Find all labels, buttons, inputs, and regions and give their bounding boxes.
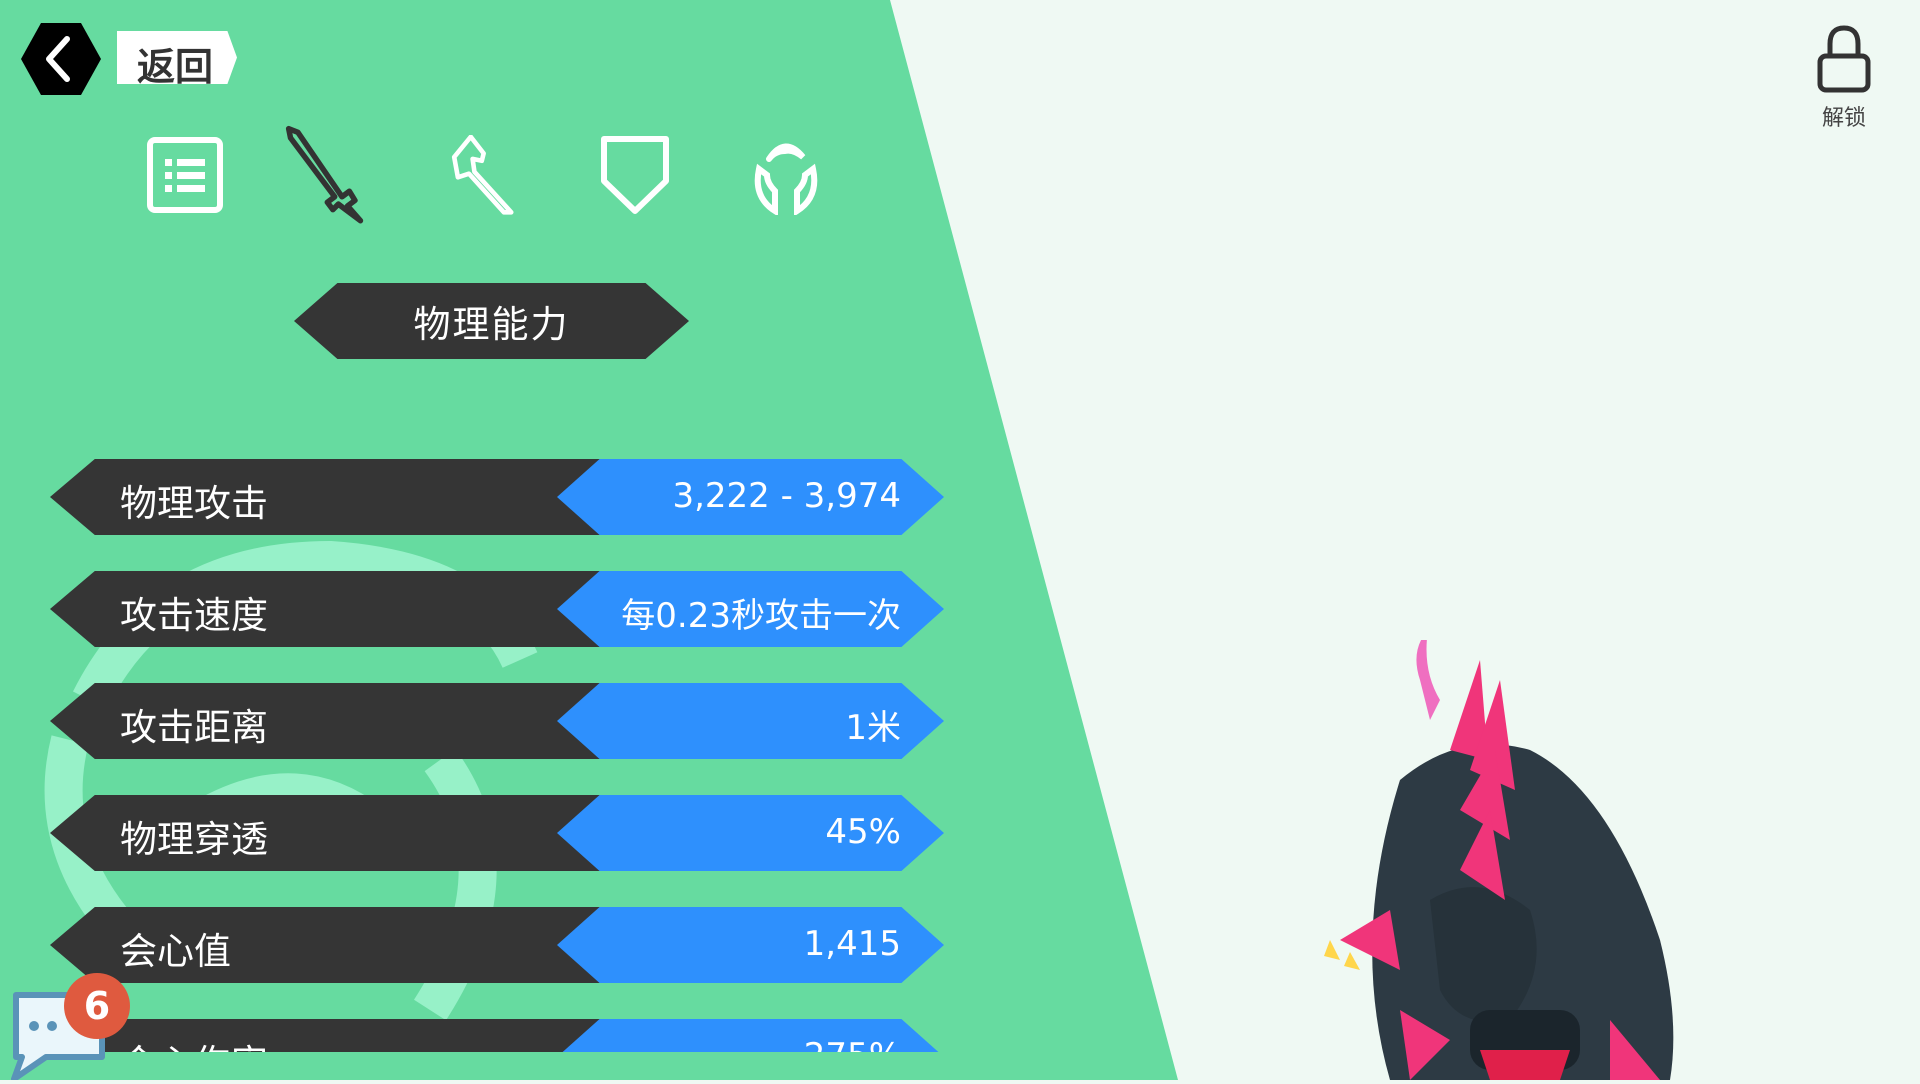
stat-value: 1米 xyxy=(845,708,901,748)
tab-tool[interactable] xyxy=(445,134,525,215)
helmet-icon xyxy=(754,143,818,217)
stat-row-attack-range: 攻击距离 1米 xyxy=(50,683,944,759)
list-icon xyxy=(147,137,223,213)
stat-row-attack-speed: 攻击速度 每0.23秒攻击一次 xyxy=(50,571,944,647)
tab-sword[interactable] xyxy=(285,125,385,225)
tab-list[interactable] xyxy=(145,135,225,215)
back-button[interactable]: 返回 xyxy=(21,23,237,95)
stat-value: 每0.23秒攻击一次 xyxy=(621,596,901,636)
stat-label: 会心值 xyxy=(120,930,231,973)
stat-label: 攻击速度 xyxy=(120,594,268,637)
stat-value: 3,222 - 3,974 xyxy=(672,476,901,516)
stat-label: 攻击距离 xyxy=(120,706,268,749)
stat-row-crit-value: 会心值 1,415 xyxy=(50,907,944,983)
back-label: 返回 xyxy=(137,45,214,89)
stat-row-physical-attack: 物理攻击 3,222 - 3,974 xyxy=(50,459,944,535)
stat-label: 物理穿透 xyxy=(120,818,268,861)
stat-row-penetration: 物理穿透 45% xyxy=(50,795,944,871)
shield-icon xyxy=(601,136,669,214)
wrench-icon xyxy=(451,134,514,215)
stat-label: 物理攻击 xyxy=(120,482,268,525)
stat-value: 45% xyxy=(825,812,901,852)
stat-label: 会心伤害 xyxy=(120,1033,268,1052)
tab-accessory[interactable] xyxy=(745,135,825,217)
stat-value: 1,415 xyxy=(803,924,901,964)
lock-icon xyxy=(1817,25,1871,93)
stat-value: 275% xyxy=(804,1036,901,1052)
unlock-button[interactable]: 解锁 xyxy=(1812,22,1876,132)
section-title: 物理能力 xyxy=(294,283,689,359)
tab-shield[interactable] xyxy=(596,135,676,215)
sword-icon xyxy=(285,125,364,224)
unlock-label: 解锁 xyxy=(1821,106,1866,131)
monster-model xyxy=(1310,630,1690,1080)
stats-list[interactable]: 物理攻击 3,222 - 3,974 攻击速度 每0.23秒攻击一次 攻击距离 1米 … xyxy=(0,0,1000,1052)
stat-row-crit-damage: 会心伤害 275% xyxy=(50,1019,944,1052)
unread-badge: 6 xyxy=(64,973,130,1039)
